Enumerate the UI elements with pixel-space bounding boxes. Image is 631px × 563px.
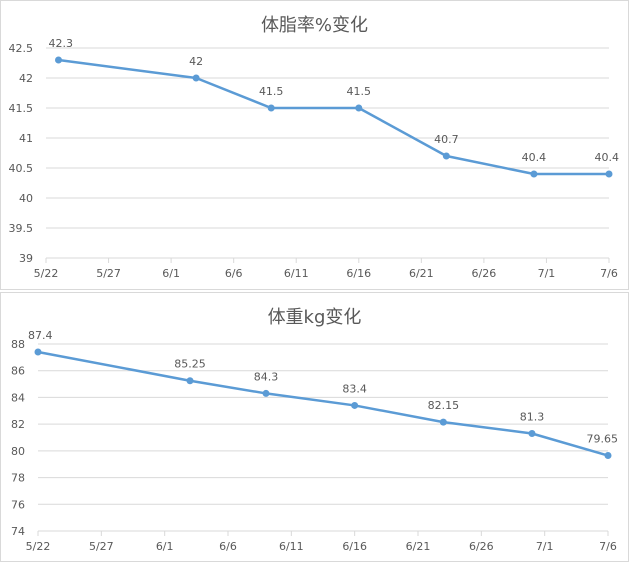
data-point: [262, 389, 270, 397]
x-tick-label: 6/1: [156, 540, 174, 553]
weight-plot: 74 76 78 80 82 84 86 88 5/22 5/27 6/1 6/6 6/11 6/16 6/…: [11, 329, 619, 553]
x-tick-label: 7/6: [599, 540, 617, 553]
x-tick-label: 5/22: [26, 540, 51, 553]
x-tick-label: 6/11: [279, 540, 304, 553]
x-tick-label: 6/21: [406, 540, 431, 553]
data-point: [528, 429, 536, 437]
data-label: 83.4: [342, 382, 367, 395]
data-label: 81.3: [520, 410, 545, 423]
y-tick-label: 41.5: [9, 102, 34, 115]
data-label: 40.4: [522, 151, 547, 164]
x-tick-label: 6/6: [219, 540, 237, 553]
data-point: [192, 74, 200, 82]
x-tick-label: 7/1: [538, 267, 556, 280]
x-tick-label: 6/26: [469, 540, 494, 553]
y-tick-label: 84: [11, 391, 25, 404]
weight-chart: 体重kg变化 74 76 78 80 82 84 86 88 5/22 5/27 6/1 6/6 6/1…: [0, 292, 629, 562]
data-point: [267, 104, 275, 112]
data-point: [604, 452, 612, 460]
y-tick-label: 76: [11, 498, 25, 511]
data-label: 40.7: [434, 133, 459, 146]
x-tick-label: 7/6: [600, 267, 618, 280]
y-tick-label: 74: [11, 525, 25, 538]
y-tick-label: 82: [11, 418, 25, 431]
x-tick-label: 6/26: [472, 267, 497, 280]
data-point: [439, 418, 447, 426]
y-tick-label: 39.5: [9, 222, 34, 235]
data-label: 40.4: [595, 151, 620, 164]
x-tick-label: 6/16: [342, 540, 367, 553]
body-fat-plot: 39 39.5 40 40.5 41 41.5 42 42.5 5/22 5/27 6/1 6/6 6/…: [9, 37, 620, 280]
y-tick-label: 86: [11, 365, 25, 378]
data-label: 42.3: [49, 37, 73, 50]
x-tick-label: 6/11: [284, 267, 309, 280]
chart-title: 体脂率%变化: [260, 15, 369, 36]
chart-title: 体重kg变化: [267, 307, 362, 328]
y-tick-label: 78: [11, 472, 25, 485]
body-fat-chart: 体脂率%变化 39 39.5 40 40.5 41 41.5 42 42.5 5/22 5/27 6…: [0, 0, 629, 290]
data-point: [442, 152, 450, 160]
data-point: [351, 401, 359, 409]
y-tick-label: 40.5: [9, 162, 34, 175]
data-point: [355, 104, 363, 112]
data-label: 85.25: [174, 358, 206, 371]
x-tick-label: 6/6: [225, 267, 243, 280]
data-label: 41.5: [259, 85, 284, 98]
data-label: 41.5: [347, 85, 372, 98]
y-tick-label: 88: [11, 338, 25, 351]
data-point: [605, 170, 613, 178]
x-tick-label: 6/16: [346, 267, 371, 280]
x-tick-label: 7/1: [536, 540, 554, 553]
y-tick-label: 41: [19, 132, 33, 145]
data-label: 87.4: [28, 329, 53, 342]
x-tick-label: 6/1: [162, 267, 180, 280]
data-label: 84.3: [254, 370, 279, 383]
series-line: [37, 350, 609, 457]
data-point: [34, 348, 42, 356]
data-point: [530, 170, 538, 178]
y-tick-label: 39: [19, 252, 33, 265]
y-tick-label: 40: [19, 192, 33, 205]
x-tick-label: 5/22: [34, 267, 59, 280]
x-tick-label: 5/27: [96, 267, 121, 280]
data-label: 42: [189, 55, 203, 68]
data-point: [186, 377, 194, 385]
x-tick-label: 6/21: [409, 267, 434, 280]
data-label: 82.15: [428, 399, 460, 412]
y-tick-label: 80: [11, 445, 25, 458]
data-label: 79.65: [587, 433, 619, 446]
y-tick-label: 42.5: [9, 42, 34, 55]
y-tick-label: 42: [19, 72, 33, 85]
x-tick-label: 5/27: [89, 540, 114, 553]
data-point: [55, 56, 63, 64]
